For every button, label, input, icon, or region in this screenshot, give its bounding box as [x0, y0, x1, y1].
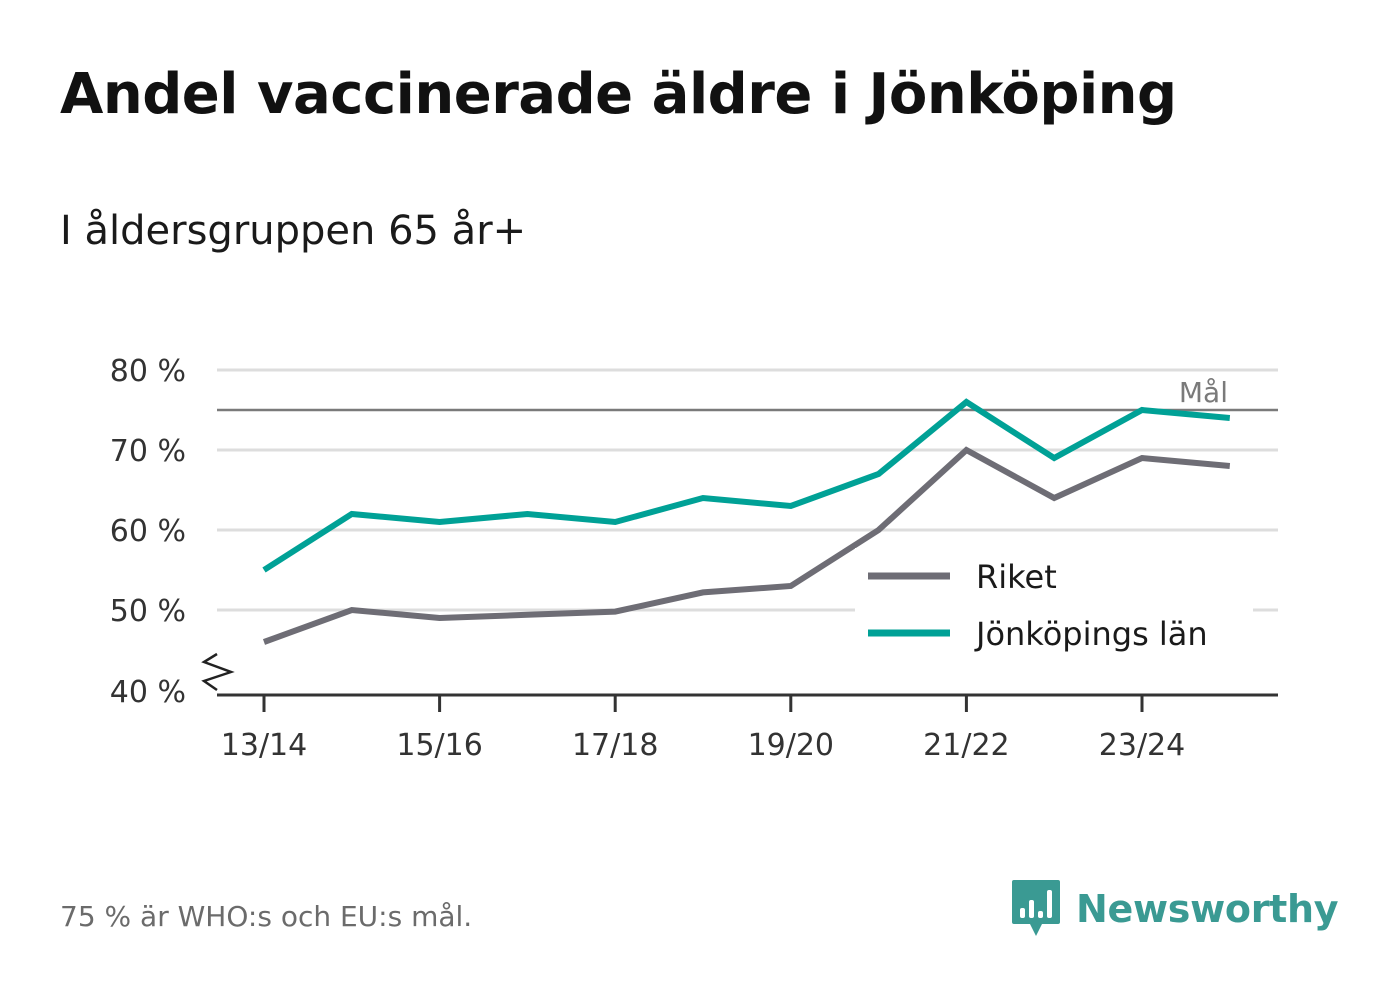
x-tick-label: 15/16: [396, 728, 482, 763]
x-tick-label: 13/14: [221, 728, 307, 763]
goal-reference: Mål: [217, 376, 1278, 412]
chart-title: Andel vaccinerade äldre i Jönköping: [60, 62, 1177, 127]
x-tick-label: 23/24: [1099, 728, 1185, 763]
legend-label: Riket: [976, 558, 1057, 596]
x-tick-label: 17/18: [572, 728, 658, 763]
bar-chart-speech-bubble-icon: [1012, 880, 1060, 936]
brand-logo: Newsworthy: [1010, 878, 1339, 940]
series-line-riket: [262, 446, 1231, 645]
x-tick-label: 19/20: [748, 728, 834, 763]
footnote: 75 % är WHO:s och EU:s mål.: [60, 900, 473, 933]
legend-label: Jönköpings län: [974, 615, 1208, 653]
y-tick-label: 50 %: [110, 594, 186, 629]
x-tick-label: 21/22: [923, 728, 1009, 763]
series-line-jonkopings-lan: [262, 398, 1231, 573]
series-lines: [262, 398, 1231, 645]
brand-name: Newsworthy: [1076, 887, 1339, 931]
y-tick-label: 80 %: [110, 354, 186, 389]
axis-break-icon: [201, 652, 235, 692]
y-tick-label: 40 %: [110, 675, 186, 710]
y-tick-label: 60 %: [110, 514, 186, 549]
legend-background: [855, 548, 1253, 668]
axes: 40 % 50 % 60 % 70 % 80 % 13/14 15/16 17/18 19/20…: [110, 354, 1278, 763]
goal-label: Mål: [1179, 376, 1228, 409]
chart-subtitle: I åldersgruppen 65 år+: [60, 208, 527, 254]
legend: Riket Jönköpings län: [855, 548, 1253, 668]
y-tick-label: 70 %: [110, 434, 186, 469]
